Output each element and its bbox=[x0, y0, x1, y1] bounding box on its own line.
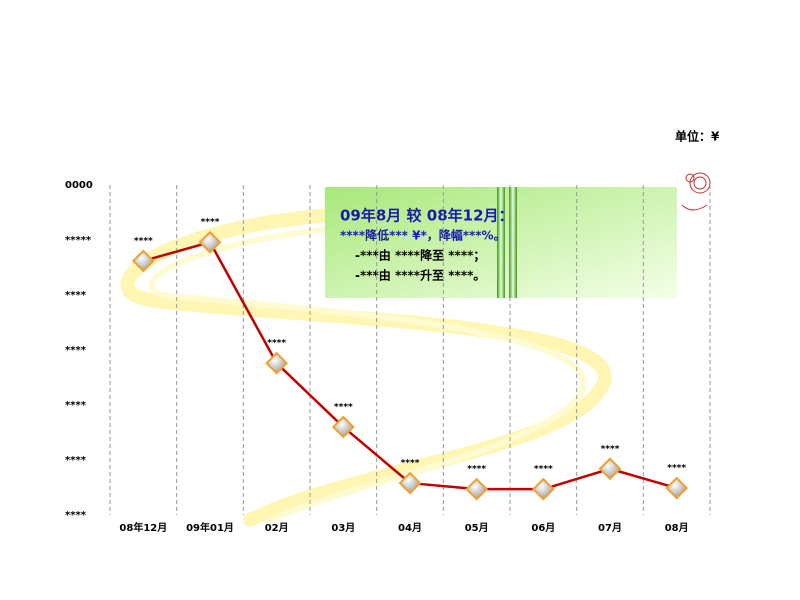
decoration-flower bbox=[681, 172, 711, 211]
y-tick-label: **** bbox=[65, 400, 87, 411]
x-tick-label: 08年12月 bbox=[119, 521, 167, 534]
x-tick-label: 02月 bbox=[265, 522, 289, 534]
y-tick-label: **** bbox=[65, 345, 87, 356]
unit-label: 单位：¥ bbox=[675, 129, 720, 144]
annotation-box bbox=[325, 187, 677, 298]
data-marker bbox=[331, 415, 355, 439]
value-label: **** bbox=[401, 459, 420, 469]
annotation-line: ****降低*** ¥*，降幅***%。 bbox=[340, 228, 506, 243]
data-marker bbox=[198, 230, 222, 254]
value-label: **** bbox=[534, 465, 553, 475]
annotation-line: -***由 ****降至 ****； bbox=[355, 248, 485, 263]
annotation-line: -***由 ****升至 ****。 bbox=[355, 268, 485, 283]
value-label: **** bbox=[334, 403, 353, 413]
x-tick-label: 06月 bbox=[531, 522, 555, 534]
value-label: **** bbox=[667, 464, 686, 474]
data-marker bbox=[265, 351, 289, 375]
value-label: **** bbox=[134, 236, 153, 246]
y-tick-label: **** bbox=[65, 455, 87, 466]
x-tick-label: 09年01月 bbox=[186, 521, 234, 534]
x-tick-label: 03月 bbox=[331, 522, 355, 534]
data-marker bbox=[465, 477, 489, 501]
data-marker bbox=[665, 476, 689, 500]
y-tick-label: 0000 bbox=[65, 180, 93, 191]
data-marker bbox=[131, 249, 155, 273]
x-tick-label: 05月 bbox=[465, 522, 489, 534]
x-tick-label: 07月 bbox=[598, 522, 622, 534]
value-label: **** bbox=[467, 465, 486, 475]
x-tick-label: 08月 bbox=[665, 522, 689, 534]
y-tick-label: **** bbox=[65, 290, 87, 301]
annotation-line: 09年8月 较 08年12月： bbox=[340, 207, 514, 225]
x-tick-label: 04月 bbox=[398, 522, 422, 534]
y-tick-label: **** bbox=[65, 510, 87, 521]
value-label: **** bbox=[601, 444, 620, 454]
data-marker bbox=[598, 457, 622, 481]
value-label: **** bbox=[267, 339, 286, 349]
y-tick-label: ***** bbox=[65, 235, 92, 246]
data-marker bbox=[398, 471, 422, 495]
value-label: **** bbox=[201, 218, 220, 228]
data-marker bbox=[531, 477, 555, 501]
